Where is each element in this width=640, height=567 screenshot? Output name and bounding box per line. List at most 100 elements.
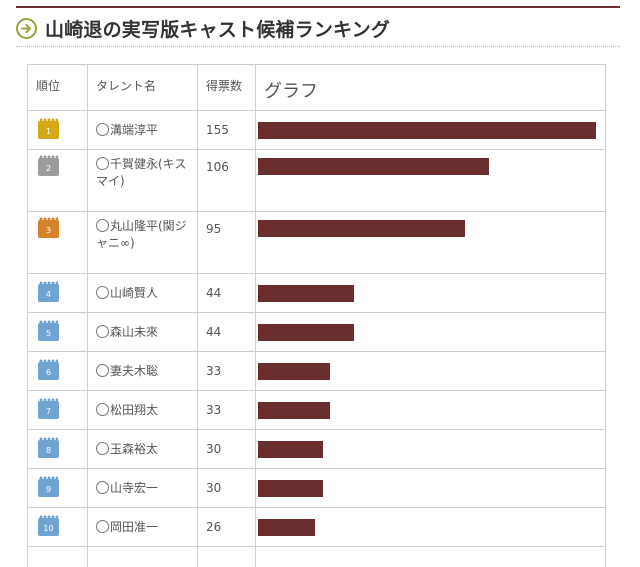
graph-cell bbox=[256, 508, 606, 547]
talent-name-cell: 千賀健永(キスマイ) bbox=[88, 150, 198, 212]
vote-radio-icon[interactable] bbox=[96, 325, 109, 338]
vote-radio-icon[interactable] bbox=[96, 364, 109, 377]
rank-cell: 8 bbox=[28, 430, 88, 469]
rank-number: 2 bbox=[46, 164, 51, 173]
talent-name: 丸山隆平(関ジャニ∞) bbox=[96, 219, 187, 250]
vote-bar bbox=[258, 402, 330, 419]
page-title: 山崎退の実写版キャスト候補ランキング bbox=[45, 15, 390, 42]
vote-radio-icon[interactable] bbox=[96, 157, 109, 170]
vote-count: 30 bbox=[198, 469, 256, 508]
talent-name: 千賀健永(キスマイ) bbox=[96, 157, 186, 188]
rank-cell: 1 bbox=[28, 111, 88, 150]
graph-cell bbox=[256, 274, 606, 313]
rank-medal-icon: 9 bbox=[38, 479, 59, 497]
talent-name-cell: 妻夫木聡 bbox=[88, 352, 198, 391]
graph-cell bbox=[256, 352, 606, 391]
rank-number: 5 bbox=[46, 329, 51, 338]
rank-cell: 6 bbox=[28, 352, 88, 391]
vote-bar bbox=[258, 363, 330, 380]
vote-count: 106 bbox=[198, 150, 256, 212]
rank-medal-icon: 10 bbox=[38, 518, 59, 536]
table-row: 6 妻夫木聡 33 bbox=[28, 352, 606, 391]
vote-bar bbox=[258, 220, 465, 237]
talent-name: 玉森裕太 bbox=[110, 442, 158, 456]
vote-bar bbox=[258, 480, 323, 497]
graph-cell bbox=[256, 469, 606, 508]
graph-cell bbox=[256, 313, 606, 352]
vote-bar bbox=[258, 441, 323, 458]
empty-cell bbox=[256, 547, 606, 567]
rank-cell: 7 bbox=[28, 391, 88, 430]
talent-name-cell: 森山未來 bbox=[88, 313, 198, 352]
vote-radio-icon[interactable] bbox=[96, 286, 109, 299]
talent-name: 溝端淳平 bbox=[110, 123, 158, 137]
vote-bar bbox=[258, 122, 596, 139]
vote-bar bbox=[258, 519, 315, 536]
graph-cell bbox=[256, 212, 606, 274]
rank-number: 8 bbox=[46, 446, 51, 455]
vote-radio-icon[interactable] bbox=[96, 481, 109, 494]
talent-name-cell: 松田翔太 bbox=[88, 391, 198, 430]
vote-count: 33 bbox=[198, 352, 256, 391]
table-row: 7 松田翔太 33 bbox=[28, 391, 606, 430]
vote-radio-icon[interactable] bbox=[96, 219, 109, 232]
table-row: 1 溝端淳平 155 bbox=[28, 111, 606, 150]
empty-cell bbox=[88, 547, 198, 567]
rank-number: 1 bbox=[46, 127, 51, 136]
talent-name: 松田翔太 bbox=[110, 403, 158, 417]
vote-radio-icon[interactable] bbox=[96, 403, 109, 416]
vote-count: 155 bbox=[198, 111, 256, 150]
rank-cell: 2 bbox=[28, 150, 88, 212]
header-top-rule bbox=[16, 6, 620, 8]
empty-cell bbox=[28, 547, 88, 567]
column-header-name: タレント名 bbox=[88, 65, 198, 111]
talent-name: 岡田准一 bbox=[110, 520, 158, 534]
vote-radio-icon[interactable] bbox=[96, 123, 109, 136]
vote-count: 44 bbox=[198, 313, 256, 352]
vote-count: 95 bbox=[198, 212, 256, 274]
rank-cell: 10 bbox=[28, 508, 88, 547]
empty-cell bbox=[198, 547, 256, 567]
table-row: 8 玉森裕太 30 bbox=[28, 430, 606, 469]
talent-name: 山崎賢人 bbox=[110, 286, 158, 300]
rank-cell: 3 bbox=[28, 212, 88, 274]
rank-number: 10 bbox=[43, 524, 53, 533]
graph-cell bbox=[256, 111, 606, 150]
vote-radio-icon[interactable] bbox=[96, 442, 109, 455]
rank-number: 7 bbox=[46, 407, 51, 416]
rank-medal-icon: 3 bbox=[38, 220, 59, 238]
column-header-votes: 得票数 bbox=[198, 65, 256, 111]
rank-number: 4 bbox=[46, 290, 51, 299]
rank-cell: 4 bbox=[28, 274, 88, 313]
graph-cell bbox=[256, 430, 606, 469]
vote-count: 26 bbox=[198, 508, 256, 547]
table-row: 2 千賀健永(キスマイ) 106 bbox=[28, 150, 606, 212]
rank-cell: 9 bbox=[28, 469, 88, 508]
talent-name: 森山未來 bbox=[110, 325, 158, 339]
vote-bar bbox=[258, 285, 354, 302]
talent-name-cell: 溝端淳平 bbox=[88, 111, 198, 150]
page-heading: 山崎退の実写版キャスト候補ランキング bbox=[16, 15, 390, 41]
rank-number: 6 bbox=[46, 368, 51, 377]
rank-medal-icon: 8 bbox=[38, 440, 59, 458]
graph-cell bbox=[256, 150, 606, 212]
talent-name: 妻夫木聡 bbox=[110, 364, 158, 378]
table-row: 9 山寺宏一 30 bbox=[28, 469, 606, 508]
vote-bar bbox=[258, 324, 354, 341]
rank-medal-icon: 1 bbox=[38, 121, 59, 139]
table-row: 3 丸山隆平(関ジャニ∞) 95 bbox=[28, 212, 606, 274]
table-row-cutoff bbox=[28, 547, 606, 567]
vote-count: 30 bbox=[198, 430, 256, 469]
vote-bar bbox=[258, 158, 489, 175]
table-row: 5 森山未來 44 bbox=[28, 313, 606, 352]
rank-number: 9 bbox=[46, 485, 51, 494]
vote-count: 33 bbox=[198, 391, 256, 430]
column-header-rank: 順位 bbox=[28, 65, 88, 111]
dotted-divider bbox=[16, 46, 620, 47]
vote-radio-icon[interactable] bbox=[96, 520, 109, 533]
talent-name: 山寺宏一 bbox=[110, 481, 158, 495]
talent-name-cell: 丸山隆平(関ジャニ∞) bbox=[88, 212, 198, 274]
rank-cell: 5 bbox=[28, 313, 88, 352]
